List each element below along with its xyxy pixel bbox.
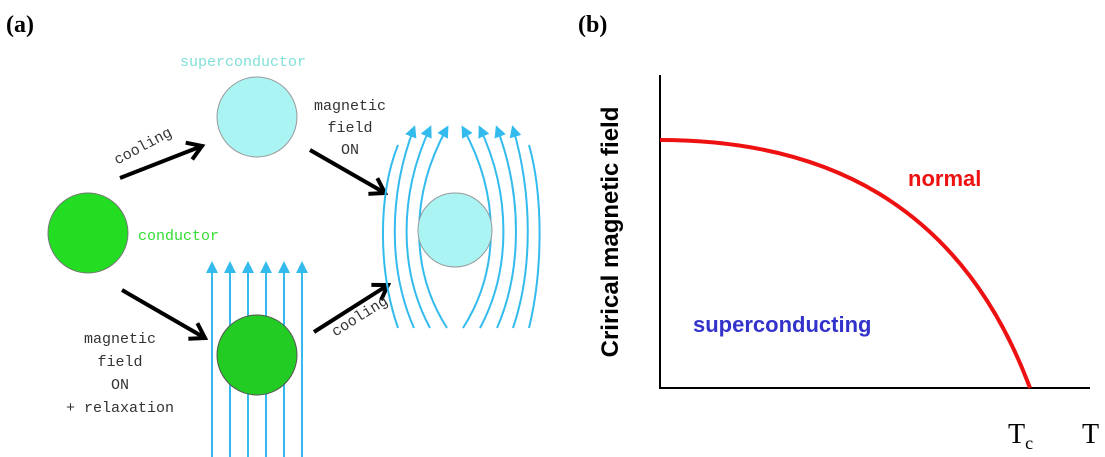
field-text: ON <box>341 142 359 159</box>
t-axis-label: T <box>1082 419 1099 450</box>
superconducting-label: superconducting <box>693 312 871 337</box>
arrow <box>312 282 392 334</box>
conductor-label: conductor <box>138 228 219 245</box>
arrow <box>119 140 206 180</box>
critical-curve <box>659 138 1032 389</box>
superconductor-label: superconductor <box>180 54 306 71</box>
conductor-circle <box>47 192 129 274</box>
normal-label: normal <box>908 166 981 191</box>
field-line <box>405 125 432 329</box>
conductor-in-field <box>216 314 298 396</box>
field-line <box>381 144 399 329</box>
field-line <box>393 125 417 329</box>
superconductor-circle <box>216 76 298 158</box>
panel-label: (b) <box>578 12 607 38</box>
cooling-label: cooling <box>112 125 176 170</box>
tc-label: Tc <box>1008 419 1033 453</box>
panel-label: (a) <box>6 12 34 38</box>
field-text: field <box>97 354 142 371</box>
field-text: magnetic <box>84 331 156 348</box>
field-line <box>494 125 517 329</box>
field-text: + relaxation <box>66 400 174 417</box>
field-line <box>509 125 529 329</box>
y-axis-label: Crirical magnetic field <box>597 107 624 358</box>
arrow <box>309 148 389 196</box>
superconductor-in-field <box>417 192 493 268</box>
field-text: ON <box>111 377 129 394</box>
arrow <box>120 288 209 341</box>
field-text: magnetic <box>314 98 386 115</box>
field-text: field <box>327 120 372 137</box>
field-line <box>478 125 505 329</box>
field-line <box>528 144 541 329</box>
